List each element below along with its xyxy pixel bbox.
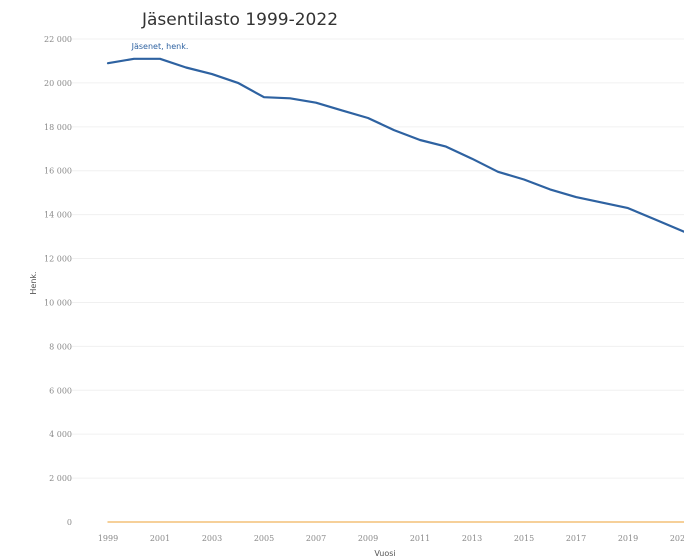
y-tick-label: 20 000 bbox=[44, 79, 72, 88]
y-tick-label: 16 000 bbox=[44, 167, 72, 176]
series-layer: Jäsenet, henk. bbox=[106, 42, 684, 523]
y-tick-label: 4 000 bbox=[49, 430, 72, 439]
x-tick-label: 2003 bbox=[202, 534, 222, 543]
x-tick-label: 1999 bbox=[98, 534, 118, 543]
x-tick-label: 2005 bbox=[254, 534, 274, 543]
y-axis-title: Henk. bbox=[29, 271, 38, 294]
y-axis-tick-labels: 0 2 000 4 000 6 000 8 000 10 000 12 000 14 000 1… bbox=[44, 35, 72, 527]
x-tick-label: 2001 bbox=[150, 534, 170, 543]
x-axis-tick-labels: 1999 2001 2003 2005 2007 2009 2011 2013 2015 2017… bbox=[98, 534, 684, 543]
x-tick-label: 2013 bbox=[462, 534, 482, 543]
series-label: Jäsenet, henk. bbox=[131, 42, 189, 51]
y-tick-label: 22 000 bbox=[44, 35, 72, 44]
y-tick-label: 8 000 bbox=[49, 342, 72, 351]
x-tick-label: 2011 bbox=[410, 534, 430, 543]
gridlines bbox=[72, 38, 684, 479]
y-tick-label: 0 bbox=[67, 518, 72, 527]
y-tick-label: 2 000 bbox=[49, 474, 72, 483]
chart-title: Jäsentilasto 1999-2022 bbox=[141, 10, 338, 30]
x-tick-label: 2021 bbox=[670, 534, 684, 543]
y-tick-label: 18 000 bbox=[44, 123, 72, 132]
series-line-members bbox=[106, 57, 684, 233]
x-tick-label: 2019 bbox=[618, 534, 638, 543]
y-tick-label: 14 000 bbox=[44, 211, 72, 220]
x-tick-label: 2009 bbox=[358, 534, 378, 543]
y-tick-label: 12 000 bbox=[44, 255, 72, 264]
x-tick-label: 2017 bbox=[566, 534, 586, 543]
y-tick-label: 6 000 bbox=[49, 386, 72, 395]
y-tick-label: 10 000 bbox=[44, 298, 72, 307]
x-axis-title: Vuosi bbox=[374, 549, 395, 558]
x-tick-label: 2007 bbox=[306, 534, 326, 543]
x-tick-label: 2015 bbox=[514, 534, 534, 543]
